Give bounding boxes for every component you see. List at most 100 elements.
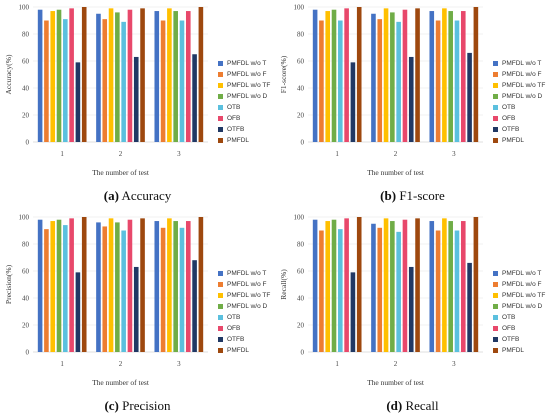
bar — [140, 8, 145, 142]
legend-swatch — [493, 72, 498, 77]
chart-caption: (a) Accuracy — [0, 188, 275, 204]
x-tick-label: 3 — [177, 150, 181, 158]
bar — [160, 20, 166, 142]
bar — [377, 227, 383, 352]
legend-item: PMFDL w/o D — [493, 91, 550, 102]
x-axis-label: The number of test — [92, 168, 150, 177]
legend-label: OTFB — [227, 336, 245, 343]
bar — [69, 8, 74, 142]
legend-swatch — [493, 315, 498, 320]
legend-swatch — [218, 116, 223, 121]
y-tick-label: 60 — [297, 267, 305, 275]
bar — [473, 7, 479, 142]
y-tick-label: 100 — [294, 213, 305, 221]
legend-item: PMFDL w/o F — [218, 69, 275, 80]
caption-letter: (b) — [380, 188, 397, 203]
bar — [356, 7, 362, 142]
bar — [467, 52, 472, 142]
y-axis-label: Precision(%) — [4, 264, 13, 304]
legend-swatch — [493, 293, 498, 298]
y-tick-label: 100 — [294, 3, 305, 11]
bar — [371, 223, 376, 352]
bar — [81, 217, 87, 352]
bar — [127, 219, 133, 352]
bar — [408, 56, 414, 143]
y-tick-label: 40 — [297, 84, 305, 92]
bar — [408, 266, 414, 352]
legend-swatch — [218, 304, 223, 309]
legend-item: OFB — [493, 113, 550, 124]
bar-chart-f1-score: 0 20 40 60 80 100 1 2 3 The number of test F1-scor… — [279, 3, 483, 177]
bar — [415, 8, 420, 142]
legend-swatch — [493, 348, 498, 353]
legend-item: PMFDL w/o T — [493, 58, 550, 69]
chart-panel-precision: 0 20 40 60 80 100 1 2 3 The number of test Precisi… — [0, 210, 275, 419]
legend-item: PMFDL w/o TF — [218, 80, 275, 91]
legend-item: PMFDL w/o F — [493, 279, 550, 290]
y-tick-label: 0 — [301, 348, 305, 356]
bar — [121, 21, 126, 143]
legend-item: PMFDL w/o T — [218, 268, 275, 279]
bar — [338, 20, 343, 142]
legend-label: PMFDL w/o D — [227, 93, 268, 100]
bar — [383, 218, 389, 352]
legend-item: PMFDL — [218, 135, 275, 146]
bar — [37, 9, 43, 143]
chart-panel-recall: 0 20 40 60 80 100 1 2 3 The number of test Recall(… — [275, 210, 550, 419]
chart-caption: (c) Precision — [0, 398, 275, 414]
legend-label: PMFDL — [502, 347, 525, 354]
y-axis-label: Accuracy(%) — [4, 54, 13, 94]
bar — [350, 272, 356, 352]
y-tick-label: 80 — [22, 240, 30, 248]
legend-swatch — [493, 304, 498, 309]
bar — [37, 219, 43, 352]
legend: PMFDL w/o T PMFDL w/o F PMFDL w/o TF PMFDL … — [218, 268, 275, 356]
legend-item: OTFB — [218, 124, 275, 135]
bar-chart-precision: 0 20 40 60 80 100 1 2 3 The number of test Precisi… — [4, 213, 208, 387]
caption-text: Accuracy — [121, 188, 172, 203]
caption-letter: (a) — [103, 188, 119, 203]
legend-label: PMFDL w/o F — [502, 71, 542, 78]
legend-label: PMFDL w/o T — [227, 270, 267, 277]
legend-item: PMFDL — [493, 345, 550, 356]
legend-item: PMFDL w/o TF — [493, 290, 550, 301]
bar — [390, 12, 395, 143]
x-tick-label: 3 — [177, 360, 181, 368]
bar — [350, 62, 356, 142]
legend-swatch — [218, 83, 223, 88]
legend-item: OTFB — [493, 124, 550, 135]
legend-swatch — [493, 271, 498, 276]
bar — [96, 13, 101, 142]
bar — [467, 262, 472, 352]
y-tick-label: 40 — [22, 84, 30, 92]
bar — [442, 8, 447, 142]
legend-label: PMFDL w/o F — [502, 281, 542, 288]
x-tick-label: 2 — [394, 360, 398, 368]
legend-item: OFB — [218, 323, 275, 334]
legend-item: OTB — [493, 102, 550, 113]
x-axis-label: The number of test — [367, 168, 425, 177]
legend-label: PMFDL w/o TF — [227, 82, 271, 89]
legend-label: PMFDL w/o TF — [227, 292, 271, 299]
legend-swatch — [218, 271, 223, 276]
legend-item: PMFDL w/o TF — [218, 290, 275, 301]
x-tick-label: 3 — [452, 150, 456, 158]
legend-item: OTFB — [493, 334, 550, 345]
legend-item: OTB — [218, 312, 275, 323]
bar — [121, 230, 126, 352]
bar — [75, 62, 81, 142]
bar — [460, 11, 466, 142]
legend-label: OFB — [502, 115, 516, 122]
chart-panel-f1-score: 0 20 40 60 80 100 1 2 3 The number of test F1-scor… — [275, 0, 550, 209]
bar — [56, 9, 62, 143]
legend-label: PMFDL w/o D — [502, 93, 543, 100]
x-tick-label: 2 — [119, 150, 123, 158]
bar — [460, 221, 466, 352]
caption-text: F1-score — [399, 188, 445, 203]
x-tick-label: 1 — [60, 360, 64, 368]
legend-label: OFB — [227, 115, 241, 122]
legend-item: OFB — [493, 323, 550, 334]
bar — [454, 230, 460, 352]
legend-item: PMFDL w/o TF — [493, 80, 550, 91]
caption-text: Precision — [122, 398, 171, 413]
